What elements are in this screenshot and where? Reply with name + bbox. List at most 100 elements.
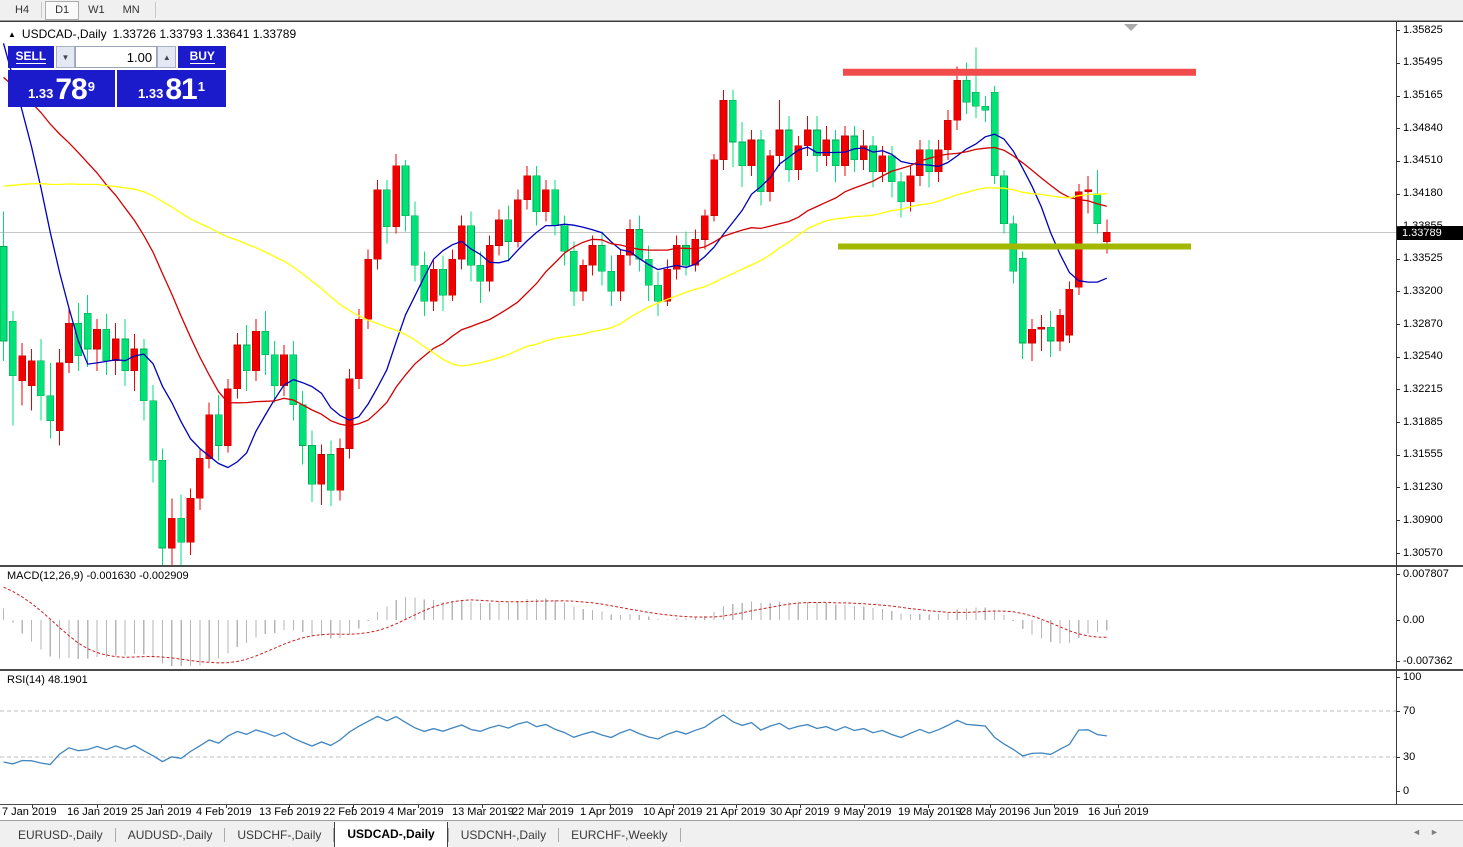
date-axis-label: 21 Apr 2019 bbox=[706, 806, 766, 818]
sell-price-pipette: 9 bbox=[87, 79, 95, 94]
chart-tab-eurusd[interactable]: EURUSD-,Daily bbox=[18, 827, 103, 842]
chart-tab-eurchf[interactable]: EURCHF-,Weekly bbox=[571, 827, 668, 842]
indicator-axis-label: 0.00 bbox=[1403, 613, 1425, 626]
date-axis-label: 25 Jan 2019 bbox=[131, 806, 192, 818]
macd-panel-canvas[interactable] bbox=[0, 567, 1397, 668]
date-axis-label: 30 Apr 2019 bbox=[770, 806, 830, 818]
chart-tab-usdcnh[interactable]: USDCNH-,Daily bbox=[460, 827, 547, 842]
current-price-label: 1.33789 bbox=[1397, 226, 1463, 240]
price-axis-label: 1.33855 bbox=[1403, 219, 1443, 232]
chart-shift-marker-icon[interactable] bbox=[1124, 24, 1138, 31]
chart-title-symbol: USDCAD-,Daily bbox=[21, 27, 107, 41]
date-axis-tick bbox=[542, 805, 543, 808]
chart-header: ▲ USDCAD-,Daily 1.33726 1.33793 1.33641 … bbox=[8, 27, 296, 41]
date-axis-label: 10 Apr 2019 bbox=[643, 806, 703, 818]
indicator-axis-tick bbox=[1396, 757, 1400, 758]
date-axis-tick bbox=[161, 805, 162, 808]
chart-collapse-icon[interactable]: ▲ bbox=[8, 29, 16, 39]
buy-price-big: 81 bbox=[165, 73, 197, 106]
indicator-axis-tick bbox=[1396, 574, 1400, 575]
price-axis-tick bbox=[1396, 487, 1400, 489]
tab-scroll-left-button[interactable]: ◄ bbox=[1412, 827, 1421, 837]
price-axis-label: 1.34510 bbox=[1403, 154, 1443, 167]
price-axis-label: 1.32870 bbox=[1403, 317, 1443, 330]
main-chart-canvas[interactable] bbox=[0, 22, 1397, 565]
price-axis-tick bbox=[1396, 553, 1400, 554]
timeframe-button-d1[interactable]: D1 bbox=[45, 0, 80, 20]
date-axis-tick bbox=[1118, 805, 1119, 808]
sell-price-big: 78 bbox=[55, 73, 87, 106]
date-axis-label: 28 May 2019 bbox=[960, 806, 1024, 818]
date-axis-tick bbox=[226, 805, 227, 808]
date-axis-label: 13 Feb 2019 bbox=[259, 806, 321, 818]
date-axis-label: 22 Mar 2019 bbox=[512, 806, 574, 818]
price-axis-label: 1.32540 bbox=[1403, 350, 1443, 363]
sell-price-prefix: 1.33 bbox=[28, 86, 54, 101]
buy-price-pipette: 1 bbox=[197, 79, 205, 94]
date-axis-label: 4 Feb 2019 bbox=[196, 806, 252, 818]
price-axis-tick bbox=[1396, 160, 1400, 162]
price-axis-label: 1.31885 bbox=[1403, 415, 1443, 428]
price-axis-tick bbox=[1396, 62, 1400, 64]
volume-input[interactable] bbox=[75, 46, 158, 68]
date-axis-label: 16 Jan 2019 bbox=[67, 806, 128, 818]
rsi-panel-canvas[interactable] bbox=[0, 671, 1397, 804]
tab-separator bbox=[224, 827, 226, 842]
sell-button[interactable]: SELL bbox=[8, 46, 54, 68]
sell-price-button[interactable]: 1.33 78 9 bbox=[8, 70, 115, 107]
date-axis-tick bbox=[289, 805, 290, 808]
buy-price-button[interactable]: 1.33 81 1 bbox=[117, 70, 226, 107]
price-axis-tick bbox=[1396, 291, 1400, 293]
price-axis-tick bbox=[1396, 389, 1400, 391]
date-axis-tick bbox=[353, 805, 354, 808]
date-axis-label: 4 Mar 2019 bbox=[388, 806, 444, 818]
date-axis-tick bbox=[736, 805, 737, 808]
tab-separator bbox=[114, 827, 116, 842]
timeframe-toolbar: H4 D1 W1 MN bbox=[0, 0, 1463, 21]
price-axis-tick bbox=[1396, 128, 1400, 130]
indicator-axis-label: 30 bbox=[1403, 750, 1416, 763]
buy-button[interactable]: BUY bbox=[178, 46, 227, 68]
volume-increase-button[interactable]: ▲ bbox=[157, 46, 177, 68]
tab-scroll-right-button[interactable]: ► bbox=[1430, 827, 1439, 837]
price-axis-label: 1.35165 bbox=[1403, 89, 1443, 102]
toolbar-separator bbox=[154, 2, 156, 18]
price-axis-label: 1.35495 bbox=[1403, 56, 1443, 69]
indicator-axis-label: 100 bbox=[1403, 670, 1422, 683]
date-axis-tick bbox=[673, 805, 674, 808]
timeframe-button-mn[interactable]: MN bbox=[122, 4, 140, 16]
chart-tab-audusd[interactable]: AUDUSD-,Daily bbox=[127, 827, 213, 842]
price-axis-tick bbox=[1396, 356, 1400, 358]
indicator-axis-tick bbox=[1396, 620, 1400, 621]
volume-decrease-button[interactable]: ▼ bbox=[55, 46, 76, 68]
indicator-axis-label: 0 bbox=[1403, 784, 1410, 797]
date-axis-tick bbox=[32, 805, 33, 808]
price-axis-label: 1.32215 bbox=[1403, 382, 1443, 395]
price-axis-label: 1.31230 bbox=[1403, 480, 1443, 493]
macd-rsi-separator[interactable] bbox=[0, 669, 1463, 671]
chevron-down-icon: ▼ bbox=[61, 52, 70, 62]
buy-price-prefix: 1.33 bbox=[138, 86, 164, 101]
chart-top-border bbox=[0, 21, 1463, 22]
chevron-up-icon: ▲ bbox=[162, 52, 171, 62]
date-axis-label: 9 May 2019 bbox=[834, 806, 892, 818]
price-axis-tick bbox=[1396, 454, 1400, 456]
timeframe-button-h4[interactable]: H4 bbox=[15, 4, 30, 16]
chart-tab-usdchf[interactable]: USDCHF-,Daily bbox=[237, 827, 322, 842]
chart-macd-separator[interactable] bbox=[0, 565, 1463, 567]
date-axis-label: 19 May 2019 bbox=[898, 806, 962, 818]
indicator-axis-label: 70 bbox=[1403, 704, 1416, 717]
price-axis-tick bbox=[1396, 226, 1400, 228]
indicator-axis-tick bbox=[1396, 677, 1400, 678]
chart-tab-usdcad[interactable]: USDCAD-,Daily bbox=[334, 821, 448, 847]
timeframe-button-w1[interactable]: W1 bbox=[88, 4, 105, 16]
price-axis-label: 1.34180 bbox=[1403, 187, 1443, 200]
price-axis-tick bbox=[1396, 30, 1400, 31]
price-axis-label: 1.31555 bbox=[1403, 448, 1443, 461]
date-axis-label: 1 Apr 2019 bbox=[580, 806, 634, 818]
price-axis-label: 1.30570 bbox=[1403, 546, 1443, 559]
price-axis-tick bbox=[1396, 95, 1400, 97]
macd-label: MACD(12,26,9) -0.001630 -0.002909 bbox=[7, 570, 189, 582]
date-axis-tick bbox=[1054, 805, 1055, 808]
